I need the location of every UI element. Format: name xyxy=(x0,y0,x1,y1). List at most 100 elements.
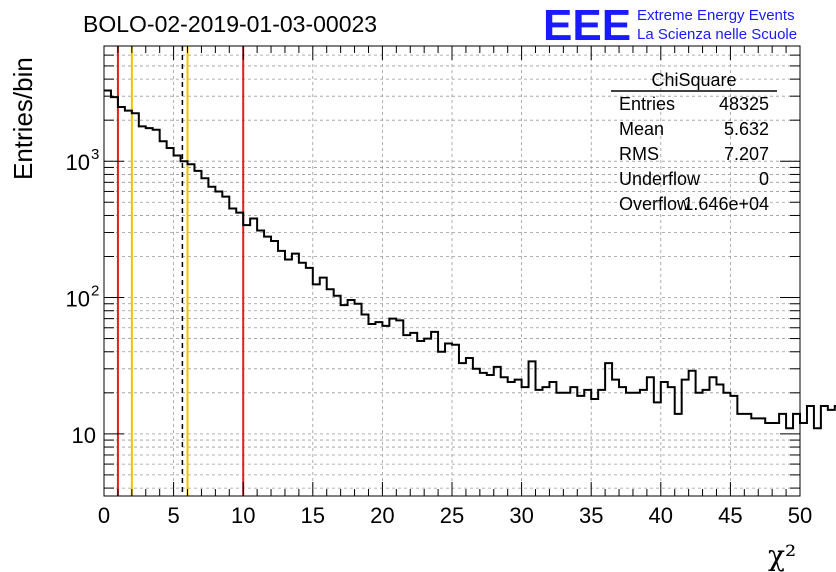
histogram-bin xyxy=(668,387,675,496)
histogram-bin xyxy=(320,278,327,496)
histogram-bin xyxy=(132,113,139,496)
y-tick-label: 10 xyxy=(66,150,90,175)
histogram-bin xyxy=(271,241,278,496)
histogram-bin xyxy=(410,333,417,496)
eee-logo: EEE Extreme Energy Events La Scienza nel… xyxy=(543,1,797,50)
histogram-line xyxy=(104,89,836,430)
histogram-bin xyxy=(194,171,201,496)
x-tick-label: 20 xyxy=(370,503,394,528)
histogram-bin xyxy=(779,414,786,496)
stats-label-rms: RMS xyxy=(619,144,659,164)
histogram-bin xyxy=(508,382,515,496)
histogram-bin xyxy=(188,164,195,496)
x-tick-label: 30 xyxy=(509,503,533,528)
histogram-bin xyxy=(487,375,494,496)
histogram-bin xyxy=(341,305,348,496)
histogram-bin xyxy=(445,343,452,496)
histogram-bin xyxy=(807,406,814,496)
histogram-bin xyxy=(257,231,264,496)
histogram-bin xyxy=(647,377,654,496)
histogram-bin xyxy=(160,141,167,496)
histogram-bin xyxy=(292,254,299,496)
histogram-bin xyxy=(431,332,438,496)
histogram-bin xyxy=(118,107,125,496)
histogram-bin xyxy=(522,387,529,496)
histogram-bin xyxy=(758,418,765,496)
histogram-bin xyxy=(181,161,188,496)
histogram-bin xyxy=(605,363,612,496)
x-tick-label: 10 xyxy=(231,503,255,528)
histogram-bin xyxy=(139,126,146,496)
x-tick-label: 0 xyxy=(98,503,110,528)
histogram-bin xyxy=(382,326,389,496)
histogram-bin xyxy=(633,393,640,496)
histogram-bin xyxy=(375,322,382,496)
stats-value-entries: 48325 xyxy=(719,94,769,114)
histogram-bin xyxy=(821,406,828,496)
logo-line-1: Extreme Energy Events xyxy=(637,7,795,24)
histogram-bin xyxy=(737,414,744,496)
histogram-bin xyxy=(313,284,320,496)
histogram-bin xyxy=(236,213,243,496)
stats-value-rms: 7.207 xyxy=(724,144,769,164)
x-axis-label: χ² xyxy=(768,539,796,572)
x-tick-label: 15 xyxy=(301,503,325,528)
histogram-bin xyxy=(104,91,111,496)
histogram-bin xyxy=(640,390,647,496)
y-axis-label: Entries/bin xyxy=(8,57,38,180)
x-tick-label: 35 xyxy=(579,503,603,528)
histogram-bin xyxy=(167,148,174,496)
histogram-bin xyxy=(473,369,480,496)
histogram-bin xyxy=(772,423,779,496)
y-tick-exponent: 2 xyxy=(91,283,99,300)
histogram-bin xyxy=(452,345,459,496)
histogram-bin xyxy=(549,382,556,496)
histogram-bin xyxy=(682,380,689,496)
histogram-bin xyxy=(334,296,341,496)
histogram-bin xyxy=(814,428,821,496)
eee-logo-mark: EEE xyxy=(543,1,631,50)
histogram-bin xyxy=(229,208,236,496)
logo-line-2: La Scienza nelle Scuole xyxy=(637,26,797,43)
histogram-bin xyxy=(389,319,396,496)
histogram-bin xyxy=(556,393,563,496)
stats-value-overflow: 1.646e+04 xyxy=(683,194,769,214)
histogram-bin xyxy=(501,377,508,496)
histogram-bin xyxy=(612,380,619,496)
stats-label-mean: Mean xyxy=(619,119,664,139)
histogram-bin xyxy=(716,385,723,496)
histogram-bin xyxy=(438,352,445,496)
histogram-bin xyxy=(111,97,118,496)
histogram-bin xyxy=(626,393,633,496)
histogram-bin xyxy=(243,225,250,496)
histogram-bin xyxy=(146,128,153,496)
x-tick-labels: 0 5 10 15 20 25 30 35 40 45 50 xyxy=(98,503,812,528)
histogram-bin xyxy=(355,304,362,496)
x-tick-label: 50 xyxy=(788,503,812,528)
chart-title: BOLO-02-2019-01-03-00023 xyxy=(83,11,377,37)
histogram-bin xyxy=(153,130,160,496)
histogram-bin xyxy=(125,111,132,496)
histogram-bin xyxy=(563,393,570,496)
histogram-bin xyxy=(201,178,208,496)
histogram-bin xyxy=(744,414,751,496)
stats-label-overflow: Overflow xyxy=(619,194,691,214)
histogram-bin xyxy=(424,339,431,496)
histogram-bin xyxy=(362,315,369,496)
histogram-bin xyxy=(591,399,598,496)
x-tick-label: 25 xyxy=(440,503,464,528)
y-tick-exponent: 3 xyxy=(91,146,99,163)
reference-lines xyxy=(116,46,245,496)
axis-ticks xyxy=(103,46,801,496)
histogram-bin xyxy=(403,335,410,496)
histogram-bin xyxy=(208,187,215,496)
x-tick-label: 40 xyxy=(649,503,673,528)
histogram-bin xyxy=(584,390,591,496)
histogram-bin xyxy=(494,367,501,496)
histogram-bin xyxy=(661,382,668,496)
histogram-bin xyxy=(619,387,626,496)
histogram-bin xyxy=(689,371,696,496)
stats-value-underflow: 0 xyxy=(759,169,769,189)
histogram-bin xyxy=(723,393,730,496)
histogram-bin xyxy=(786,428,793,496)
